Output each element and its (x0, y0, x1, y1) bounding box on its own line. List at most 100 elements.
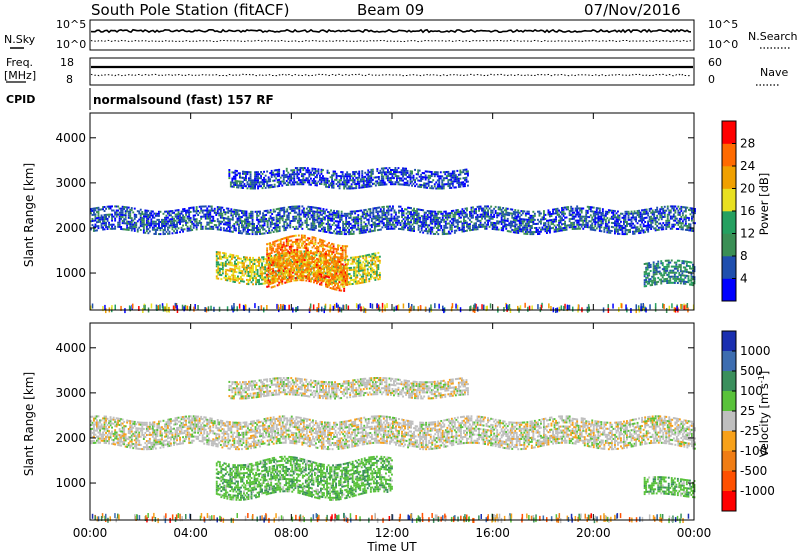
heatmap-cell (591, 216, 594, 219)
heatmap-cell (402, 222, 405, 225)
heatmap-cell (176, 231, 178, 234)
heatmap-cell (325, 285, 327, 288)
heatmap-cell (158, 220, 160, 223)
heatmap-cell (649, 284, 652, 287)
heatmap-cell (296, 254, 299, 257)
heatmap-cell (153, 222, 156, 225)
heatmap-cell (426, 214, 429, 216)
heatmap-cell (306, 255, 309, 258)
heatmap-cell (455, 209, 458, 212)
heatmap-cell (653, 213, 656, 216)
heatmap-cell (253, 260, 256, 263)
heatmap-cell (170, 220, 172, 223)
heatmap-cell (650, 211, 653, 214)
heatmap-cell (319, 244, 321, 247)
heatmap-cell (583, 219, 586, 222)
heatmap-cell (293, 215, 296, 218)
heatmap-cell (256, 260, 259, 263)
heatmap-cell (269, 244, 272, 247)
heatmap-cell (657, 262, 660, 265)
heatmap-cell (481, 225, 483, 228)
heatmap-cell (192, 208, 195, 211)
heatmap-cell (313, 228, 316, 231)
heatmap-cell (302, 263, 305, 265)
heatmap-cell (437, 212, 440, 215)
heatmap-cell (687, 261, 690, 263)
heatmap-cell (392, 227, 394, 230)
heatmap-cell (106, 228, 109, 230)
heatmap-cell (443, 226, 446, 229)
heatmap-cell (530, 231, 533, 234)
heatmap-cell (466, 215, 468, 218)
heatmap-cell (294, 255, 297, 257)
heatmap-cell (320, 275, 323, 278)
heatmap-cell (521, 212, 524, 215)
heatmap-cell (173, 211, 175, 214)
heatmap-cell (493, 224, 496, 226)
heatmap-cell (148, 224, 151, 227)
heatmap-cell (508, 230, 511, 233)
heatmap-cell (515, 227, 518, 230)
heatmap-cell (159, 221, 162, 223)
heatmap-cell (256, 212, 258, 215)
heatmap-cell (530, 218, 533, 221)
heatmap-cell (354, 262, 357, 265)
heatmap-cell (226, 277, 229, 280)
heatmap-cell (93, 213, 95, 216)
heatmap-cell (592, 218, 595, 221)
heatmap-cell (257, 210, 260, 213)
heatmap-cell (294, 273, 297, 276)
heatmap-cell (278, 281, 281, 284)
heatmap-cell (248, 214, 251, 217)
heatmap-cell (319, 225, 322, 228)
heatmap-cell (641, 215, 643, 218)
heatmap-cell (399, 209, 402, 212)
heatmap-cell (185, 221, 187, 224)
heatmap-cell (284, 253, 287, 256)
heatmap-cell (570, 218, 573, 220)
heatmap-cell (671, 205, 674, 208)
heatmap-cell (648, 224, 651, 227)
heatmap-cell (350, 266, 353, 269)
heatmap-cell (219, 208, 222, 211)
heatmap-cell (265, 209, 268, 212)
heatmap-cell (120, 217, 123, 220)
heatmap-cell (556, 209, 559, 212)
heatmap-cell (158, 218, 160, 221)
heatmap-cell (297, 244, 300, 247)
heatmap-cell (277, 212, 280, 214)
heatmap-cell (360, 255, 363, 258)
heatmap-cell (225, 207, 228, 210)
heatmap-cell (463, 230, 465, 233)
heatmap-cell (416, 212, 419, 215)
heatmap-cell (543, 216, 545, 219)
heatmap-cell (675, 261, 678, 264)
heatmap-cell (659, 216, 662, 219)
heatmap-cell (689, 283, 691, 286)
heatmap-cell (217, 257, 220, 260)
heatmap-cell (269, 254, 272, 257)
heatmap-cell (368, 278, 371, 281)
heatmap-cell (165, 220, 168, 223)
heatmap-cell (266, 225, 269, 228)
heatmap-cell (416, 216, 419, 219)
heatmap-cell (262, 212, 264, 215)
heatmap-cell (283, 262, 286, 265)
heatmap-cell (549, 225, 551, 228)
heatmap-cell (337, 222, 340, 225)
heatmap-cell (688, 229, 690, 232)
heatmap-cell (417, 220, 420, 223)
heatmap-cell (659, 210, 662, 213)
heatmap-cell (408, 227, 411, 230)
heatmap-cell (571, 211, 574, 214)
heatmap-cell (323, 260, 326, 263)
heatmap-cell (260, 218, 263, 221)
heatmap-cell (533, 212, 536, 215)
heatmap-cell (241, 212, 243, 214)
heatmap-cell (635, 216, 637, 219)
heatmap-cell (284, 210, 287, 213)
heatmap-cell (176, 225, 178, 228)
heatmap-cell (216, 226, 219, 229)
heatmap-cell (649, 278, 652, 281)
heatmap-cell (506, 211, 509, 214)
